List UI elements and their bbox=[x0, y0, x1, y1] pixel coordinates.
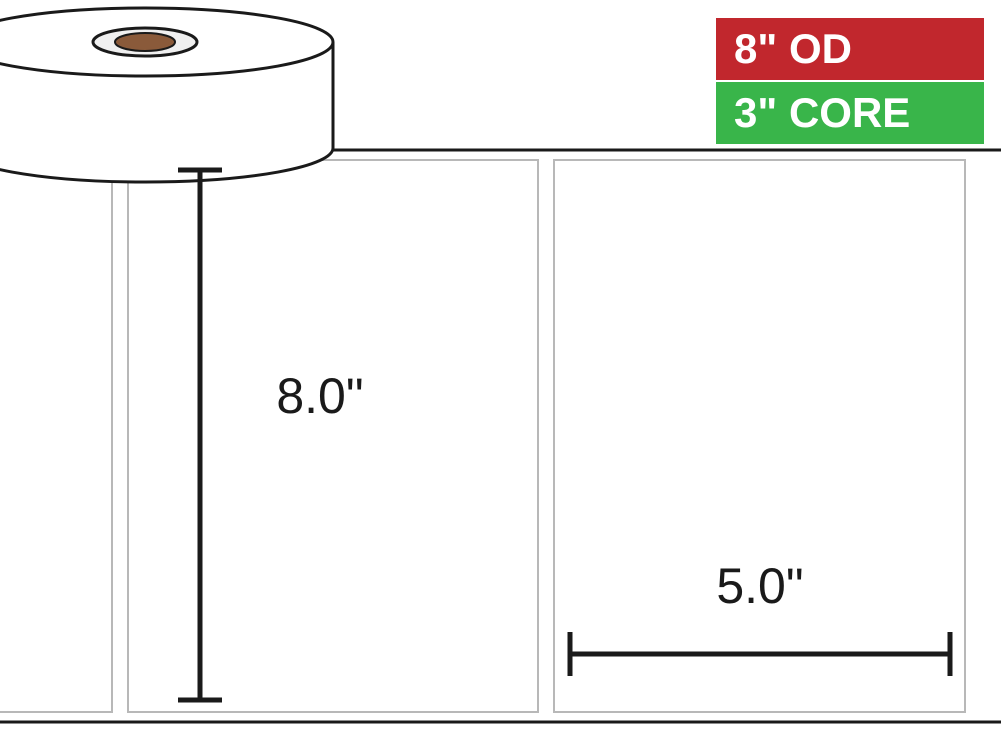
height-dimension-label: 8.0" bbox=[276, 368, 363, 424]
core-badge: 3" CORE bbox=[716, 82, 984, 144]
od-badge: 8" OD bbox=[716, 18, 984, 80]
core-badge-text: 3" CORE bbox=[734, 89, 910, 136]
width-dimension-label: 5.0" bbox=[716, 558, 803, 614]
od-badge-text: 8" OD bbox=[734, 25, 852, 72]
label-roll-diagram: 8.0" 5.0" 8" OD 3" CORE bbox=[0, 0, 1001, 751]
